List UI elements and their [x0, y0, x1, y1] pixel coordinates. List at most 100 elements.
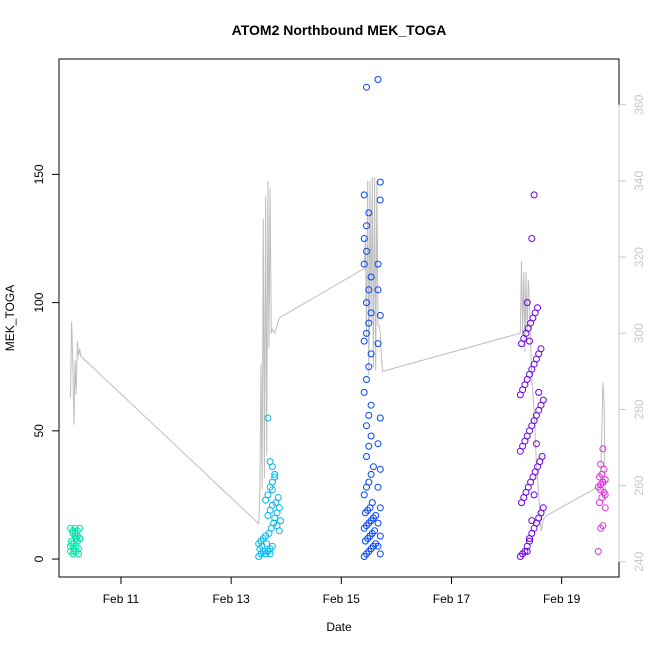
- y2-tick-label: 340: [632, 171, 646, 191]
- data-point: [275, 504, 283, 512]
- data-point: [535, 388, 543, 396]
- data-point: [363, 329, 370, 337]
- data-point: [597, 486, 605, 494]
- data-point: [530, 491, 538, 499]
- data-point: [360, 260, 368, 268]
- data-point: [367, 401, 375, 409]
- data-point: [601, 504, 609, 512]
- secondary-series-layer: [70, 177, 606, 532]
- points-layer: [67, 76, 609, 560]
- data-point: [367, 273, 375, 281]
- data-point: [360, 388, 368, 396]
- data-point: [271, 473, 279, 481]
- y2-tick-label: 280: [632, 399, 646, 419]
- data-point: [374, 483, 382, 491]
- data-point: [275, 527, 283, 535]
- data-point: [268, 501, 276, 509]
- x-tick-label: Feb 11: [103, 592, 140, 606]
- data-point: [365, 286, 373, 294]
- point-group-4: [516, 191, 547, 560]
- data-point: [374, 76, 382, 83]
- data-point: [264, 414, 272, 422]
- data-point: [376, 178, 384, 186]
- y2-tick-label: 300: [632, 323, 646, 343]
- data-point: [538, 453, 546, 460]
- data-point: [523, 547, 531, 555]
- data-point: [537, 345, 545, 353]
- data-point: [365, 209, 373, 217]
- secondary-series-line: [70, 177, 606, 532]
- data-point: [263, 540, 271, 548]
- x-tick-label: Feb 15: [323, 592, 361, 606]
- data-point: [363, 422, 370, 430]
- data-point: [534, 304, 541, 312]
- x-tick-label: Feb 19: [543, 592, 581, 606]
- y-axis-label: MEK_TOGA: [3, 285, 17, 351]
- y-tick-label: 150: [32, 164, 46, 184]
- data-point: [363, 453, 370, 460]
- data-point: [266, 550, 274, 558]
- x-axis: Feb 11 Feb 13 Feb 15 Feb 17 Feb 19: [103, 576, 581, 606]
- data-point: [376, 504, 384, 512]
- data-point: [360, 337, 368, 345]
- data-point: [365, 442, 373, 450]
- y2-tick-label: 320: [632, 247, 646, 267]
- data-point: [594, 547, 602, 555]
- data-point: [367, 350, 375, 358]
- data-point: [374, 440, 382, 448]
- chart-title: ATOM2 Northbound MEK_TOGA: [232, 22, 447, 38]
- data-point: [268, 542, 276, 550]
- data-point: [528, 235, 536, 242]
- data-point: [264, 491, 272, 499]
- data-point: [539, 396, 547, 404]
- data-point: [365, 319, 373, 327]
- data-point: [539, 504, 547, 512]
- plot-frame: [58, 58, 620, 578]
- data-point: [523, 299, 531, 307]
- y-axis-left: 0 50 100 150: [32, 164, 60, 562]
- data-point: [528, 517, 536, 525]
- data-point: [371, 527, 379, 535]
- data-point: [376, 311, 384, 319]
- data-point: [367, 432, 375, 440]
- data-point: [360, 235, 368, 242]
- data-point: [365, 478, 373, 486]
- data-point: [367, 309, 375, 317]
- data-point: [365, 411, 373, 419]
- y2-tick-label: 360: [632, 94, 646, 114]
- data-point: [376, 550, 384, 558]
- data-point: [363, 222, 370, 230]
- plot-area: [58, 58, 620, 578]
- y-axis-right: 240 260 280 300 320 340 360: [618, 94, 646, 572]
- data-point: [600, 465, 608, 473]
- data-point: [530, 191, 538, 199]
- y-tick-label: 0: [32, 555, 46, 562]
- data-point: [376, 465, 384, 473]
- data-point: [374, 260, 382, 268]
- data-point: [367, 470, 375, 478]
- x-tick-label: Feb 13: [212, 592, 250, 606]
- x-tick-label: Feb 17: [433, 592, 471, 606]
- data-point: [360, 491, 368, 499]
- data-point: [72, 535, 80, 542]
- data-point: [532, 440, 540, 448]
- y-tick-label: 100: [32, 292, 46, 312]
- data-point: [601, 491, 609, 499]
- data-point: [70, 547, 78, 555]
- data-point: [376, 414, 384, 422]
- data-point: [374, 542, 382, 550]
- y2-tick-label: 260: [632, 475, 646, 495]
- data-point: [268, 486, 276, 494]
- data-point: [268, 463, 276, 471]
- data-point: [67, 542, 74, 550]
- data-point: [262, 532, 270, 540]
- data-point: [372, 512, 380, 519]
- point-group-5: [594, 445, 609, 555]
- data-point: [597, 460, 605, 468]
- data-point: [526, 337, 533, 345]
- point-group-3: [360, 76, 384, 560]
- data-point: [363, 247, 370, 255]
- y-tick-label: 50: [32, 424, 46, 438]
- data-point: [526, 537, 533, 545]
